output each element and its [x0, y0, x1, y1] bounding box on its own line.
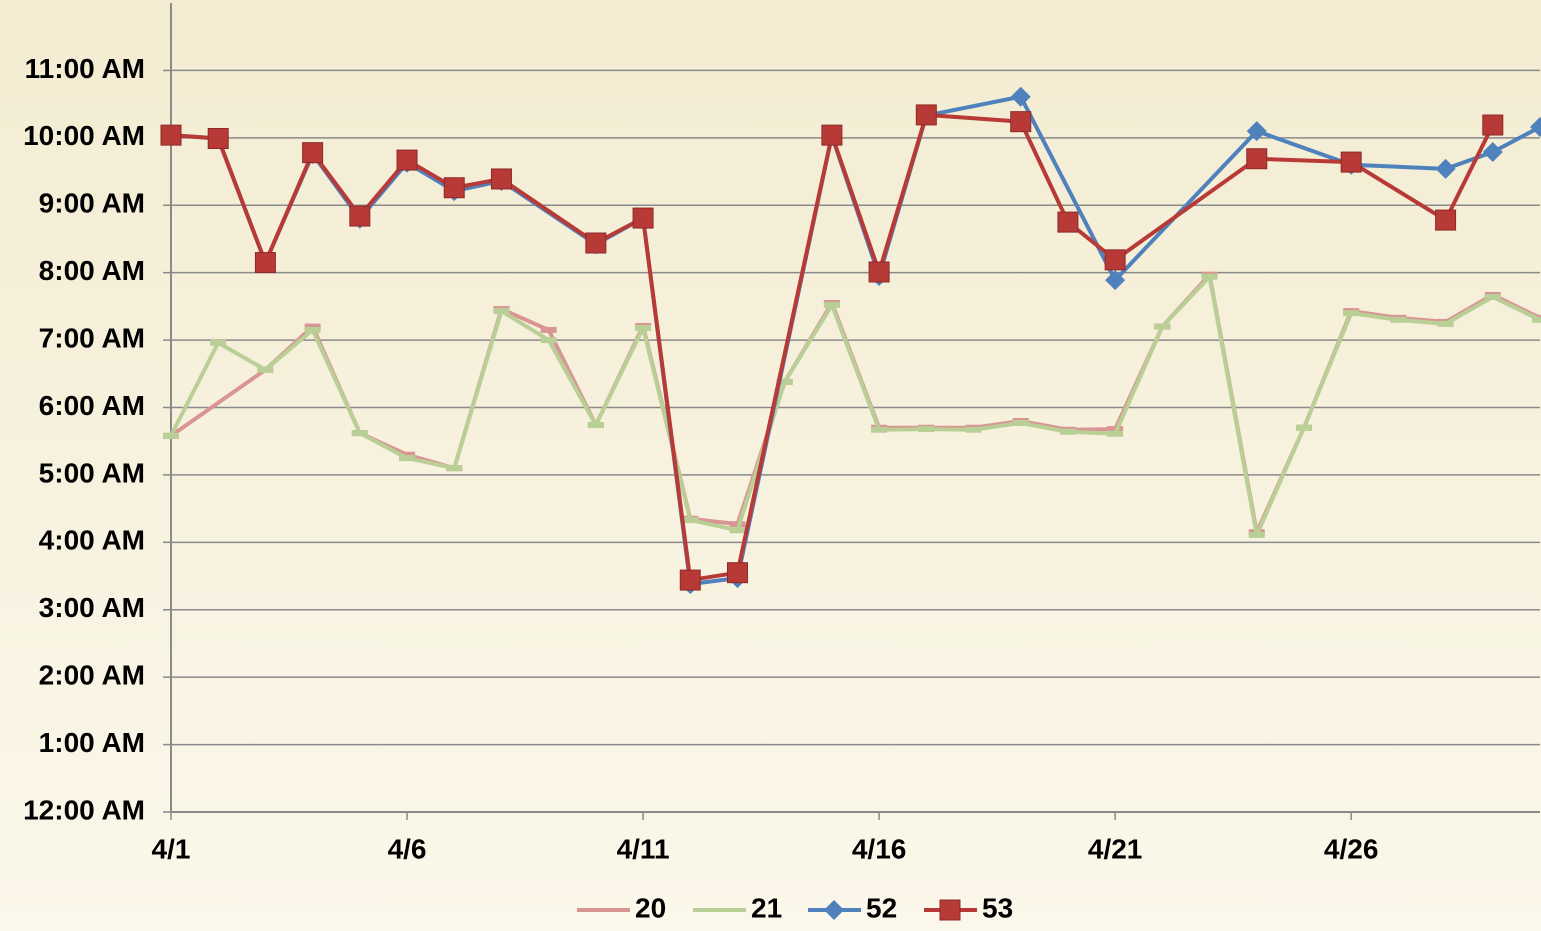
marker [1340, 151, 1362, 173]
x-tick-label: 4/16 [852, 833, 907, 864]
marker [871, 426, 888, 433]
marker [304, 323, 321, 330]
y-tick-label: 8:00 AM [39, 255, 145, 286]
y-tick-label: 6:00 AM [39, 390, 145, 421]
marker [1010, 86, 1031, 107]
marker [493, 308, 510, 315]
marker [1105, 270, 1126, 291]
y-tick-label: 2:00 AM [39, 660, 145, 691]
x-tick-label: 4/21 [1088, 833, 1143, 864]
series-line [169, 274, 1541, 537]
marker [207, 128, 229, 150]
marker [682, 517, 699, 524]
marker [1435, 158, 1456, 179]
marker [443, 177, 465, 199]
marker [351, 430, 368, 437]
marker [585, 232, 607, 254]
marker [939, 899, 961, 921]
marker [304, 326, 321, 333]
marker [965, 426, 982, 433]
marker [1437, 320, 1454, 327]
marker [160, 124, 182, 146]
marker [1057, 211, 1079, 233]
marker [1295, 424, 1312, 431]
marker [1107, 430, 1124, 437]
y-tick-label: 3:00 AM [39, 592, 145, 623]
marker [823, 302, 840, 309]
marker [163, 432, 179, 439]
legend-label: 52 [866, 892, 897, 923]
legend-label: 21 [751, 892, 782, 923]
marker [302, 142, 324, 164]
legend-label: 20 [635, 892, 666, 923]
marker [257, 366, 274, 373]
legend-item: 21 [693, 892, 782, 923]
marker [399, 451, 416, 458]
y-tick-label: 5:00 AM [39, 457, 145, 488]
marker [1532, 316, 1541, 323]
marker [726, 562, 748, 584]
marker [1530, 117, 1541, 138]
marker [1246, 121, 1267, 142]
y-tick-label: 1:00 AM [39, 727, 145, 758]
marker [776, 378, 793, 385]
marker [399, 455, 416, 462]
legend-label: 53 [982, 892, 1013, 923]
marker [1201, 273, 1218, 280]
marker [1482, 114, 1504, 136]
y-tick-label: 9:00 AM [39, 188, 145, 219]
marker [918, 426, 935, 433]
marker [1343, 310, 1360, 317]
legend-item: 20 [577, 892, 666, 923]
y-tick-label: 4:00 AM [39, 525, 145, 556]
y-tick-label: 12:00 AM [23, 794, 145, 825]
marker [1104, 249, 1126, 271]
marker [1154, 323, 1171, 330]
series-line [170, 112, 1495, 583]
marker [1390, 316, 1407, 323]
marker [679, 569, 701, 591]
marker [396, 149, 418, 171]
marker [1059, 428, 1076, 435]
marker [1012, 420, 1029, 427]
marker [868, 261, 890, 283]
x-tick-label: 4/1 [152, 833, 191, 864]
marker [1484, 293, 1501, 300]
y-tick-label: 11:00 AM [25, 53, 145, 84]
x-tick-label: 4/6 [388, 833, 427, 864]
marker [1248, 531, 1265, 538]
marker [632, 207, 654, 229]
legend-item: 53 [924, 892, 1013, 923]
marker [824, 900, 844, 920]
marker [540, 337, 557, 344]
marker [446, 465, 463, 472]
marker [349, 205, 371, 227]
x-tick-label: 4/11 [617, 833, 670, 864]
y-tick-label: 7:00 AM [39, 322, 145, 353]
marker [254, 252, 276, 274]
marker [490, 168, 512, 190]
marker [821, 124, 843, 146]
marker [729, 527, 746, 534]
marker [540, 326, 557, 333]
x-tick-label: 4/26 [1324, 833, 1379, 864]
marker [915, 104, 937, 126]
marker [1010, 111, 1032, 133]
marker [587, 422, 604, 429]
marker [1435, 209, 1457, 231]
marker [635, 324, 652, 331]
marker [210, 339, 227, 346]
legend-item: 52 [808, 892, 897, 923]
marker [1482, 141, 1503, 162]
y-tick-label: 10:00 AM [23, 120, 145, 151]
marker [1246, 148, 1268, 170]
